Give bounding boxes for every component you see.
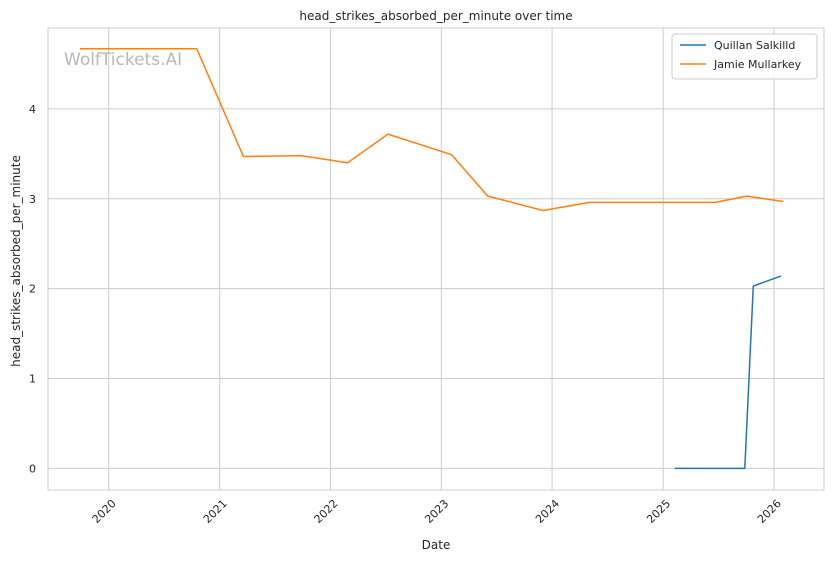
x-tick-label: 2021 [201, 497, 230, 526]
y-axis-ticks: 0 1 2 3 4 [29, 103, 36, 476]
x-tick-label: 2022 [312, 497, 341, 526]
x-axis-ticks: 2020 2021 2022 2023 2024 2025 2026 [90, 497, 784, 526]
legend-label-quillan-salkilld: Quillan Salkilld [714, 39, 795, 52]
grid [48, 28, 824, 490]
series-line-jamie-mullarkey [79, 47, 784, 212]
series-line-quillan-salkilld [674, 275, 782, 470]
y-tick-label: 4 [29, 103, 36, 116]
legend: Quillan Salkilld Jamie Mullarkey [671, 33, 818, 80]
x-tick-label: 2023 [422, 497, 451, 526]
x-tick-label: 2020 [90, 497, 119, 526]
series-lines [79, 47, 784, 470]
x-tick-label: 2024 [533, 497, 562, 526]
watermark: WolfTickets.AI [64, 50, 182, 70]
y-tick-label: 2 [29, 283, 36, 296]
y-tick-label: 3 [29, 193, 36, 206]
x-tick-label: 2025 [644, 497, 673, 526]
legend-frame [671, 33, 818, 80]
y-axis-label: head_strikes_absorbed_per_minute [9, 155, 23, 367]
y-tick-label: 0 [29, 462, 36, 475]
legend-label-jamie-mullarkey: Jamie Mullarkey [713, 58, 802, 71]
chart-title: head_strikes_absorbed_per_minute over ti… [299, 9, 572, 23]
y-tick-label: 1 [29, 373, 36, 386]
x-axis-label: Date [422, 538, 451, 552]
x-tick-label: 2026 [755, 497, 784, 526]
plot-area-frame [47, 27, 825, 491]
